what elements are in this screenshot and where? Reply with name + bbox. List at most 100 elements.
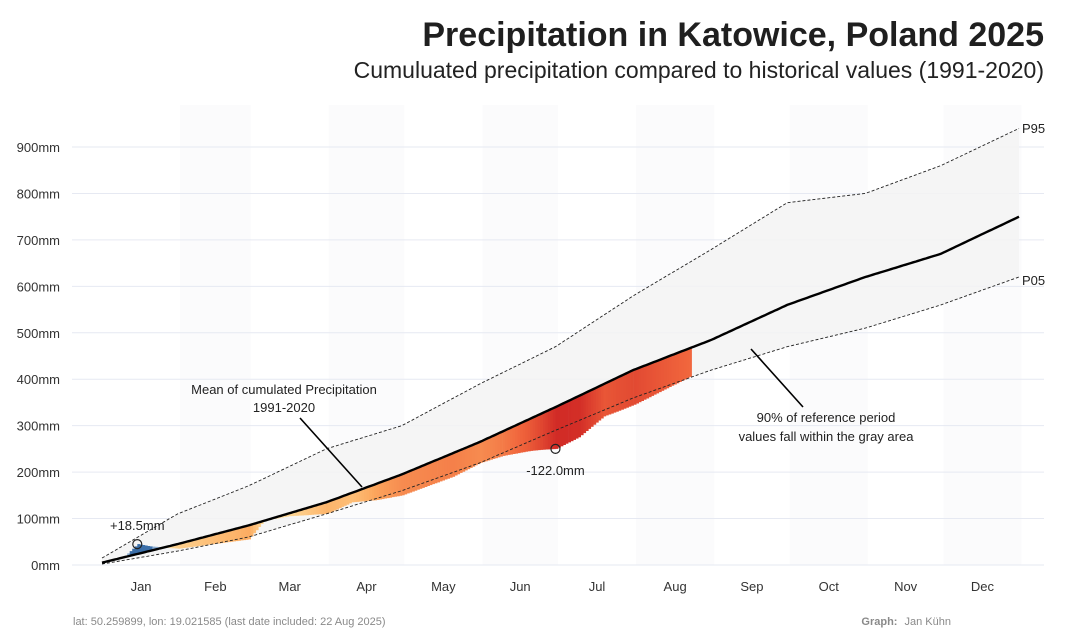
deviation-bar bbox=[457, 451, 461, 475]
deviation-bar bbox=[182, 542, 186, 549]
deviation-bar bbox=[379, 482, 382, 500]
deviation-bar bbox=[588, 391, 592, 429]
deviation-bar bbox=[255, 523, 259, 531]
chart-subtitle: Cumuluated precipitation compared to his… bbox=[354, 57, 1044, 83]
deviation-bar bbox=[250, 524, 254, 537]
deviation-bar bbox=[336, 498, 340, 510]
deviation-bar bbox=[200, 538, 204, 546]
deviation-bar bbox=[510, 428, 513, 455]
deviation-bar bbox=[212, 534, 216, 545]
deviation-bar bbox=[406, 472, 410, 494]
deviation-bar bbox=[129, 551, 133, 556]
y-tick-label: 600mm bbox=[17, 279, 60, 294]
deviation-bar bbox=[132, 548, 136, 556]
deviation-bar bbox=[321, 503, 325, 515]
deviation-bar bbox=[210, 535, 214, 545]
deviation-bar bbox=[505, 430, 508, 456]
deviation-bar bbox=[570, 399, 574, 442]
deviation-bar bbox=[537, 415, 541, 451]
mean-line bbox=[101, 215, 1020, 564]
deviation-bar bbox=[439, 458, 443, 482]
footer-credit: Graph: Jan Kühn bbox=[861, 616, 951, 628]
deviation-bar bbox=[550, 409, 554, 450]
deviation-bar bbox=[532, 417, 536, 451]
deviation-bar bbox=[222, 532, 226, 543]
deviation-bar bbox=[464, 448, 468, 471]
min-marker bbox=[550, 443, 561, 454]
y-tick-label: 800mm bbox=[17, 186, 60, 201]
deviation-bar bbox=[248, 525, 251, 540]
x-tick-label: Apr bbox=[356, 579, 377, 594]
band-annotation-pointer bbox=[750, 348, 804, 408]
deviation-bar bbox=[253, 524, 257, 534]
deviation-bar bbox=[228, 530, 231, 543]
deviation-bar bbox=[555, 407, 559, 449]
deviation-bar bbox=[394, 477, 398, 497]
deviation-bar bbox=[598, 386, 602, 421]
y-tick-label: 900mm bbox=[17, 140, 60, 155]
deviation-bar bbox=[293, 512, 297, 516]
deviation-bar bbox=[527, 419, 531, 452]
y-tick-label: 700mm bbox=[17, 233, 60, 248]
deviation-bar bbox=[661, 359, 665, 391]
deviation-bar bbox=[595, 387, 599, 423]
deviation-bar bbox=[230, 530, 234, 542]
y-axis-ticks: 0mm 100mm 200mm 300mm 400mm 500mm 600mm 700mm 80… bbox=[17, 140, 60, 573]
deviation-bar bbox=[285, 514, 289, 517]
deviation-bar bbox=[416, 468, 420, 490]
deviation-bar bbox=[613, 379, 617, 413]
deviation-bar bbox=[341, 496, 345, 507]
deviation-bar bbox=[658, 360, 662, 393]
x-tick-label: Jan bbox=[131, 579, 152, 594]
y-tick-label: 400mm bbox=[17, 372, 60, 387]
deviation-bar bbox=[542, 412, 546, 450]
deviation-bar bbox=[633, 369, 637, 405]
deviation-bar bbox=[205, 536, 209, 546]
deviation-bar bbox=[618, 377, 622, 411]
mean-annotation-pointer bbox=[299, 417, 363, 488]
deviation-bar bbox=[525, 421, 529, 452]
deviation-bar bbox=[547, 410, 551, 450]
deviation-bar bbox=[243, 526, 246, 541]
deviation-bar bbox=[235, 528, 239, 542]
deviation-bar bbox=[421, 466, 425, 488]
deviation-bar bbox=[172, 545, 176, 549]
deviation-bar bbox=[484, 439, 488, 462]
deviation-bar bbox=[351, 493, 355, 503]
deviation-bar bbox=[217, 533, 221, 544]
y-tick-label: 200mm bbox=[17, 465, 60, 480]
deviation-bar bbox=[522, 422, 526, 453]
deviation-bar bbox=[280, 515, 284, 518]
deviation-bar bbox=[477, 443, 481, 465]
x-tick-label: Sep bbox=[740, 579, 763, 594]
deviation-bar bbox=[424, 465, 428, 487]
deviation-bar bbox=[376, 483, 380, 500]
y-tick-label: 100mm bbox=[17, 512, 60, 527]
deviation-bar bbox=[653, 362, 657, 395]
deviation-bar bbox=[452, 453, 456, 477]
x-tick-label: Jun bbox=[510, 579, 531, 594]
deviation-bar bbox=[507, 429, 511, 455]
deviation-bar bbox=[301, 509, 304, 516]
deviation-bar bbox=[492, 436, 496, 459]
footer-credit-name: Jan Kühn bbox=[905, 616, 951, 628]
deviation-bar bbox=[656, 361, 660, 394]
p95-line bbox=[101, 127, 1020, 559]
deviation-bar bbox=[381, 481, 385, 500]
x-tick-label: Oct bbox=[819, 579, 840, 594]
deviation-bar bbox=[419, 467, 423, 489]
deviation-bar bbox=[308, 507, 312, 515]
deviation-bar bbox=[306, 508, 309, 516]
deviation-bar bbox=[225, 531, 229, 543]
deviation-bar bbox=[610, 380, 614, 414]
deviation-bar bbox=[563, 403, 566, 445]
deviation-bar bbox=[346, 494, 350, 505]
deviation-bar bbox=[565, 402, 569, 444]
deviation-bar bbox=[437, 459, 440, 483]
band-annotation-line1: 90% of reference period bbox=[757, 410, 896, 425]
deviation-bar bbox=[540, 414, 544, 450]
deviation-bar bbox=[449, 454, 453, 478]
deviation-bar bbox=[648, 364, 652, 398]
deviation-bar bbox=[681, 351, 685, 381]
deviation-bar bbox=[258, 522, 262, 527]
